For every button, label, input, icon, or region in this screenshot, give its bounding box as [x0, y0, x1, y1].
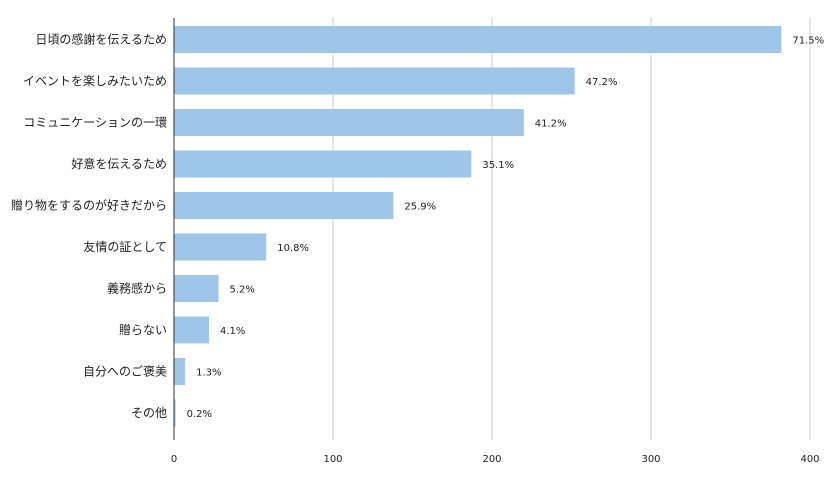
data-label: 71.5% [792, 36, 824, 47]
bar [174, 233, 267, 261]
category-label: イベントを楽しみたいため [23, 74, 167, 88]
category-label: 自分へのご褒美 [83, 364, 167, 379]
data-label: 35.1% [482, 160, 514, 171]
category-label: 義務感から [107, 281, 167, 296]
x-tick-label: 300 [641, 454, 660, 465]
bar [174, 399, 176, 427]
x-tick-label: 400 [800, 454, 819, 465]
data-label: 1.3% [196, 368, 221, 379]
x-tick-label: 0 [171, 454, 177, 465]
data-label: 5.2% [230, 285, 255, 296]
x-tick-label: 100 [323, 454, 342, 465]
category-label: 贈り物をするのが好きだから [11, 198, 167, 213]
bar [174, 26, 782, 53]
category-labels: 日頃の感謝を伝えるためイベントを楽しみたいためコミュニケーションの一環好意を伝え… [11, 32, 167, 421]
bar [174, 192, 394, 219]
category-label: 贈らない [119, 322, 167, 337]
bar [174, 67, 575, 95]
category-label: 好意を伝えるため [71, 156, 167, 171]
x-tick-label: 200 [482, 454, 501, 465]
data-label: 10.8% [277, 243, 309, 254]
data-label: 4.1% [220, 326, 245, 337]
data-label: 25.9% [404, 202, 436, 213]
x-tick-labels: 0 100 200 300 400 [171, 454, 820, 465]
data-label: 41.2% [535, 119, 567, 130]
category-label: 友情の証として [83, 240, 167, 254]
bar [174, 275, 219, 302]
data-label: 0.2% [187, 409, 212, 420]
data-labels: 71.5% 47.2% 41.2% 35.1% 25.9% 10.8% 5.2% 4.1% 1.… [187, 36, 825, 421]
bar [174, 150, 472, 178]
category-label: その他 [131, 406, 167, 420]
bar [174, 109, 524, 136]
data-label: 47.2% [586, 77, 618, 88]
category-label: 日頃の感謝を伝えるため [35, 32, 167, 47]
bar [174, 316, 209, 344]
bar [174, 358, 186, 385]
category-label: コミュニケーションの一環 [23, 116, 167, 130]
bars [174, 26, 782, 427]
